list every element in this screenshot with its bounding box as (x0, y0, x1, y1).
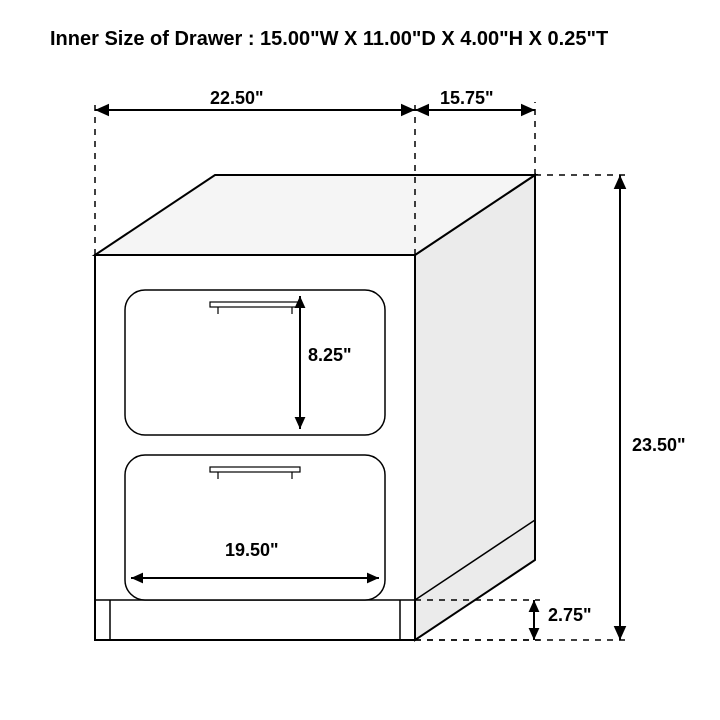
dim-drawer-width: 19.50" (225, 540, 279, 561)
dim-drawer-height: 8.25" (308, 345, 352, 366)
furniture-diagram (0, 0, 720, 720)
dim-depth: 15.75" (440, 88, 494, 109)
dim-base-height: 2.75" (548, 605, 592, 626)
dim-total-height: 23.50" (632, 435, 686, 456)
diagram-container: Inner Size of Drawer : 15.00"W X 11.00"D… (0, 0, 720, 720)
dim-width: 22.50" (210, 88, 264, 109)
